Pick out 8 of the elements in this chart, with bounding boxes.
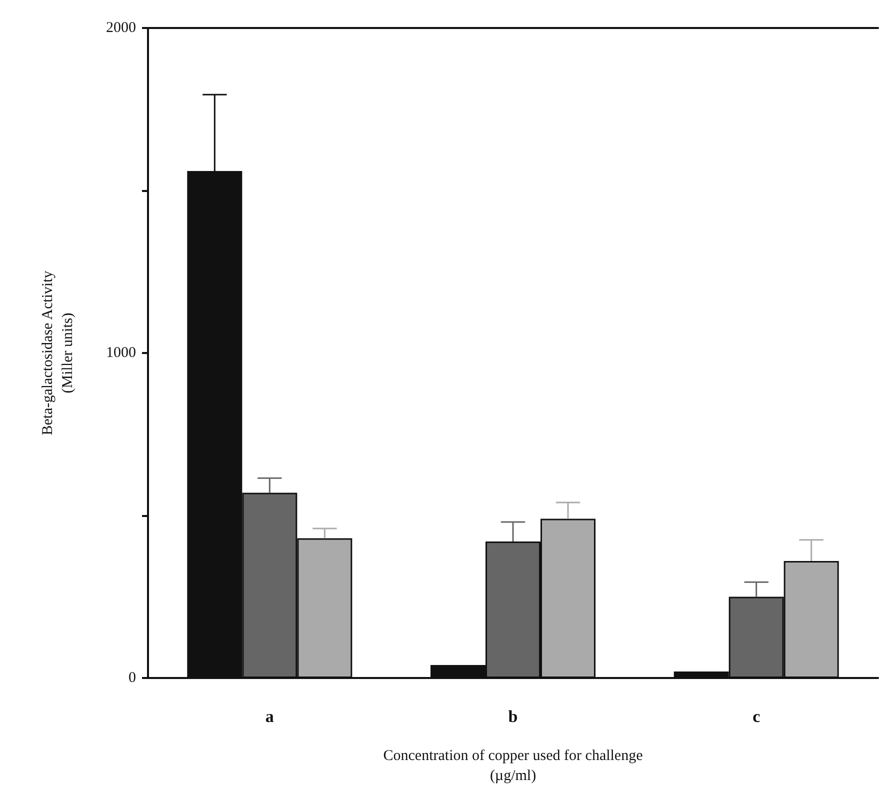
- y-tick-label: 0: [128, 670, 136, 686]
- y-axis-title: Beta-galactosidase Activity (Miller units): [40, 270, 76, 436]
- x-tick-label: b: [508, 707, 518, 726]
- x-axis-title: Concentration of copper used for challenge (µg/ml): [383, 748, 644, 784]
- x-tick-label: a: [265, 707, 274, 726]
- y-tick-label: 2000: [106, 20, 136, 36]
- y-tick-label: 1000: [106, 345, 136, 361]
- x-tick-label: c: [752, 707, 761, 726]
